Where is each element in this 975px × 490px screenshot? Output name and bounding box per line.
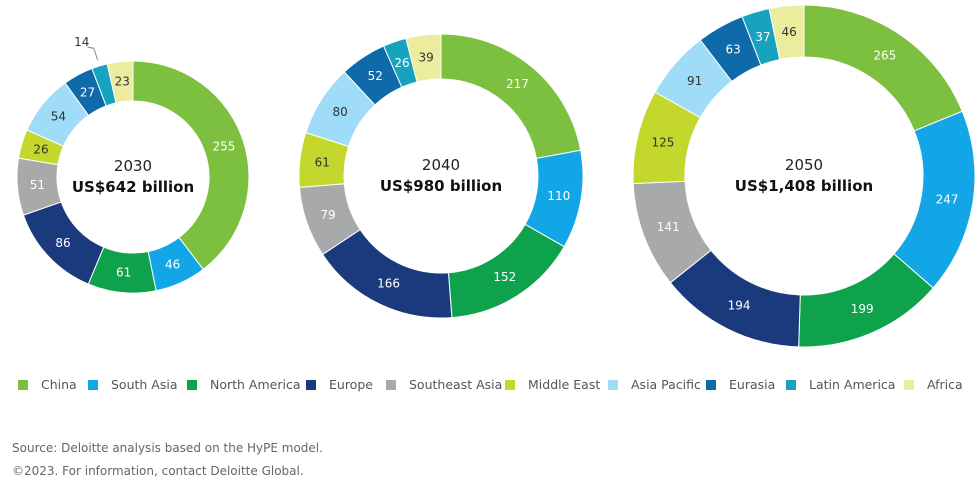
segment-south-asia	[893, 110, 975, 289]
segment-africa	[106, 60, 134, 104]
segment-africa	[768, 4, 805, 61]
donut-total: US$642 billion	[72, 178, 194, 196]
data-label: 110	[547, 189, 570, 203]
donut-2040: 217 110 152 166 79 61 80 52 26 39 2040 US$980 billi…	[298, 33, 584, 319]
legend-item-asia-pacific: Asia Pacific	[608, 377, 701, 392]
data-label: 91	[687, 74, 702, 88]
data-label: 265	[873, 49, 896, 63]
legend-label: Southeast Asia	[409, 377, 503, 392]
donut-2030: 255 46 61 86 51 26 54 27 14 23 2030 US$642 billion	[16, 35, 250, 294]
legend-item-china: China	[18, 377, 77, 392]
legend-label: Asia Pacific	[631, 377, 701, 392]
donut-2050: 265 247 199 194 141 125 91 63 37 46 2050 US$1,408 b…	[632, 4, 975, 348]
legend-label: South Asia	[111, 377, 178, 392]
legend-label: Eurasia	[729, 377, 776, 392]
data-label: 217	[506, 77, 529, 91]
data-label: 194	[728, 299, 751, 313]
data-label: 52	[368, 69, 383, 83]
data-label: 152	[493, 270, 516, 284]
donut-total: US$1,408 billion	[735, 177, 873, 195]
segment-europe	[321, 228, 453, 319]
data-label: 125	[652, 135, 675, 149]
data-label: 26	[394, 56, 409, 70]
legend-swatch	[187, 379, 197, 390]
data-label: 54	[51, 110, 66, 124]
data-label: 80	[333, 105, 348, 119]
data-label: 26	[33, 142, 48, 156]
segment-china	[440, 33, 582, 159]
legend-swatch	[18, 379, 28, 390]
data-label: 247	[936, 193, 959, 207]
data-label: 46	[782, 25, 797, 39]
legend-label: Latin America	[809, 377, 896, 392]
donut-total: US$980 billion	[380, 177, 502, 195]
legend-swatch	[904, 379, 914, 390]
legend-label: Europe	[329, 377, 373, 392]
copyright-note: ©2023. For information, contact Deloitte…	[12, 464, 304, 478]
legend-item-middle-east: Middle East	[505, 377, 600, 392]
data-label: 14	[74, 35, 89, 49]
data-label: 86	[55, 236, 70, 250]
legend-item-eurasia: Eurasia	[706, 377, 775, 392]
legend-label: North America	[210, 377, 301, 392]
legend-swatch	[306, 379, 316, 390]
legend-swatch	[88, 379, 98, 390]
legend-label: Africa	[927, 377, 963, 392]
data-label: 37	[755, 30, 770, 44]
segment-china	[803, 4, 963, 132]
data-label: 61	[116, 266, 131, 280]
legend-item-africa: Africa	[904, 377, 963, 392]
legend-label: China	[41, 377, 77, 392]
legend-item-southeast-asia: Southeast Asia	[386, 377, 502, 392]
legend-item-north-america: North America	[187, 377, 301, 392]
legend-item-europe: Europe	[306, 377, 373, 392]
legend-swatch	[706, 379, 716, 390]
data-label: 46	[165, 257, 180, 271]
legend-swatch	[505, 379, 515, 390]
data-label: 255	[213, 139, 236, 153]
segment-africa	[405, 33, 442, 83]
data-label: 39	[418, 50, 433, 64]
segment-china	[132, 60, 250, 271]
legend-swatch	[386, 379, 396, 390]
donut-year: 2040	[422, 156, 460, 174]
data-label: 27	[80, 85, 95, 99]
donut-year: 2050	[785, 156, 823, 174]
donut-year: 2030	[114, 157, 152, 175]
legend-item-south-asia: South Asia	[88, 377, 178, 392]
data-label: 23	[115, 75, 130, 89]
data-label: 141	[657, 220, 680, 234]
data-label: 79	[320, 208, 335, 222]
data-label: 199	[851, 302, 874, 316]
legend-item-latin-america: Latin America	[786, 377, 895, 392]
data-label: 63	[725, 43, 740, 57]
data-label: 51	[30, 178, 45, 192]
leader-line	[87, 46, 99, 61]
legend-swatch	[786, 379, 796, 390]
legend-label: Middle East	[528, 377, 601, 392]
data-label: 166	[377, 276, 400, 290]
source-note: Source: Deloitte analysis based on the H…	[12, 441, 323, 455]
data-label: 61	[315, 155, 330, 169]
legend-swatch	[608, 379, 618, 390]
